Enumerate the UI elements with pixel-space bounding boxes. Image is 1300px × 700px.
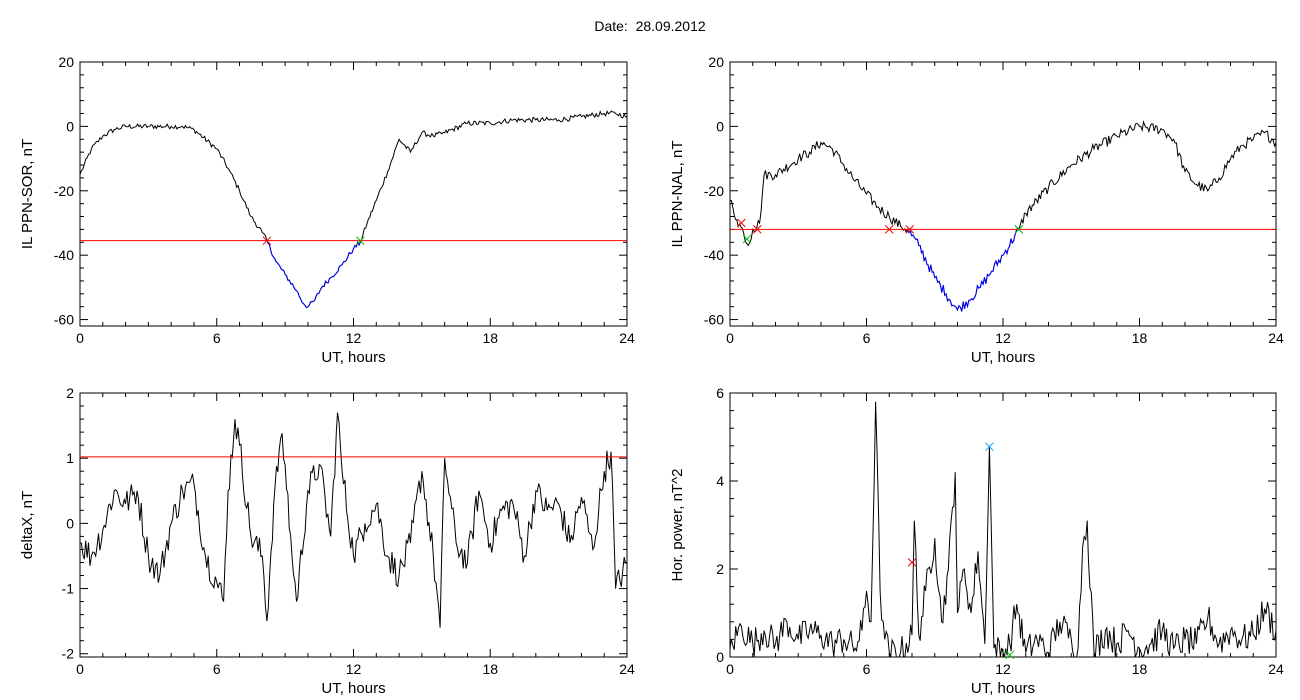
y-tick-label: -40 — [704, 247, 724, 263]
x-axis-label: UT, hours — [321, 349, 385, 366]
x-tick-label: 6 — [213, 661, 221, 677]
event-marker-start — [262, 236, 272, 246]
y-axis-label: IL PPN-SOR, nT — [19, 139, 36, 249]
y-tick-label: 4 — [716, 473, 724, 489]
x-tick-label: 24 — [1268, 661, 1284, 677]
x-tick-label: 6 — [213, 330, 221, 346]
y-tick-label: 1 — [66, 450, 74, 466]
y-tick-label: -60 — [704, 312, 724, 328]
data-trace — [730, 401, 1276, 657]
data-trace — [730, 120, 1276, 312]
page-title: Date: 28.09.2012 — [594, 18, 706, 34]
y-tick-label: 2 — [716, 561, 724, 577]
chart-panel-1: 0 6 12 18 24 -60 -40 -20 0 20 UT, hours IL PPN-SOR,… — [19, 54, 635, 366]
x-tick-label: 0 — [76, 661, 84, 677]
x-tick-label: 24 — [619, 330, 635, 346]
y-tick-label: 20 — [58, 54, 74, 70]
below-threshold-segment — [266, 240, 361, 309]
y-tick-label: -20 — [54, 183, 74, 199]
x-axis-label: UT, hours — [321, 680, 385, 697]
y-tick-label: 2 — [66, 385, 74, 401]
event-marker-start — [905, 225, 915, 234]
x-tick-label: 0 — [726, 661, 734, 677]
x-axis-label: UT, hours — [971, 349, 1035, 366]
x-tick-label: 12 — [995, 330, 1011, 346]
data-trace — [80, 110, 627, 309]
y-tick-label: 0 — [66, 515, 74, 531]
x-tick-label: 18 — [482, 330, 498, 346]
chart-panel-2: 0 6 12 18 24 -60 -40 -20 0 20 UT, hours IL PPN-NAL,… — [669, 54, 1284, 366]
y-tick-label: -60 — [54, 312, 74, 328]
plot-frame — [729, 392, 1277, 658]
event-marker-end — [355, 236, 365, 246]
y-tick-label: -1 — [62, 581, 75, 597]
x-tick-label: 18 — [1132, 330, 1148, 346]
data-trace — [80, 412, 627, 628]
x-tick-label: 24 — [619, 661, 635, 677]
event-marker-end — [1005, 650, 1015, 660]
event-marker-start — [752, 225, 762, 234]
y-tick-label: 20 — [708, 54, 724, 70]
plot-frame — [79, 61, 628, 327]
x-tick-label: 12 — [346, 661, 362, 677]
below-threshold-segment — [907, 227, 1020, 312]
x-tick-label: 18 — [482, 661, 498, 677]
x-tick-label: 0 — [76, 330, 84, 346]
x-tick-label: 18 — [1132, 661, 1148, 677]
x-axis-label: UT, hours — [971, 680, 1035, 697]
event-marker-end — [1014, 225, 1024, 234]
x-tick-label: 12 — [995, 661, 1011, 677]
y-tick-label: -20 — [704, 183, 724, 199]
plot-frame — [729, 61, 1277, 327]
y-tick-label: 0 — [716, 118, 724, 134]
x-tick-label: 24 — [1268, 330, 1284, 346]
event-marker-peak — [984, 442, 994, 452]
x-tick-label: 6 — [863, 661, 871, 677]
y-tick-label: 6 — [716, 385, 724, 401]
event-marker-start — [907, 558, 917, 567]
y-axis-label: Hor. power, nT^2 — [669, 469, 686, 582]
y-axis-label: deltaX, nT — [19, 491, 36, 559]
y-tick-label: -40 — [54, 247, 74, 263]
x-tick-label: 6 — [863, 330, 871, 346]
y-axis-label: IL PPN-NAL, nT — [669, 141, 686, 248]
plot-frame — [79, 392, 628, 658]
y-tick-label: 0 — [66, 118, 74, 134]
event-marker-end — [742, 234, 752, 244]
event-marker-start — [884, 225, 894, 234]
y-tick-label: 0 — [716, 649, 724, 665]
y-tick-label: -2 — [62, 646, 75, 662]
x-tick-label: 0 — [726, 330, 734, 346]
event-marker-start — [737, 218, 746, 228]
x-tick-label: 12 — [346, 330, 362, 346]
